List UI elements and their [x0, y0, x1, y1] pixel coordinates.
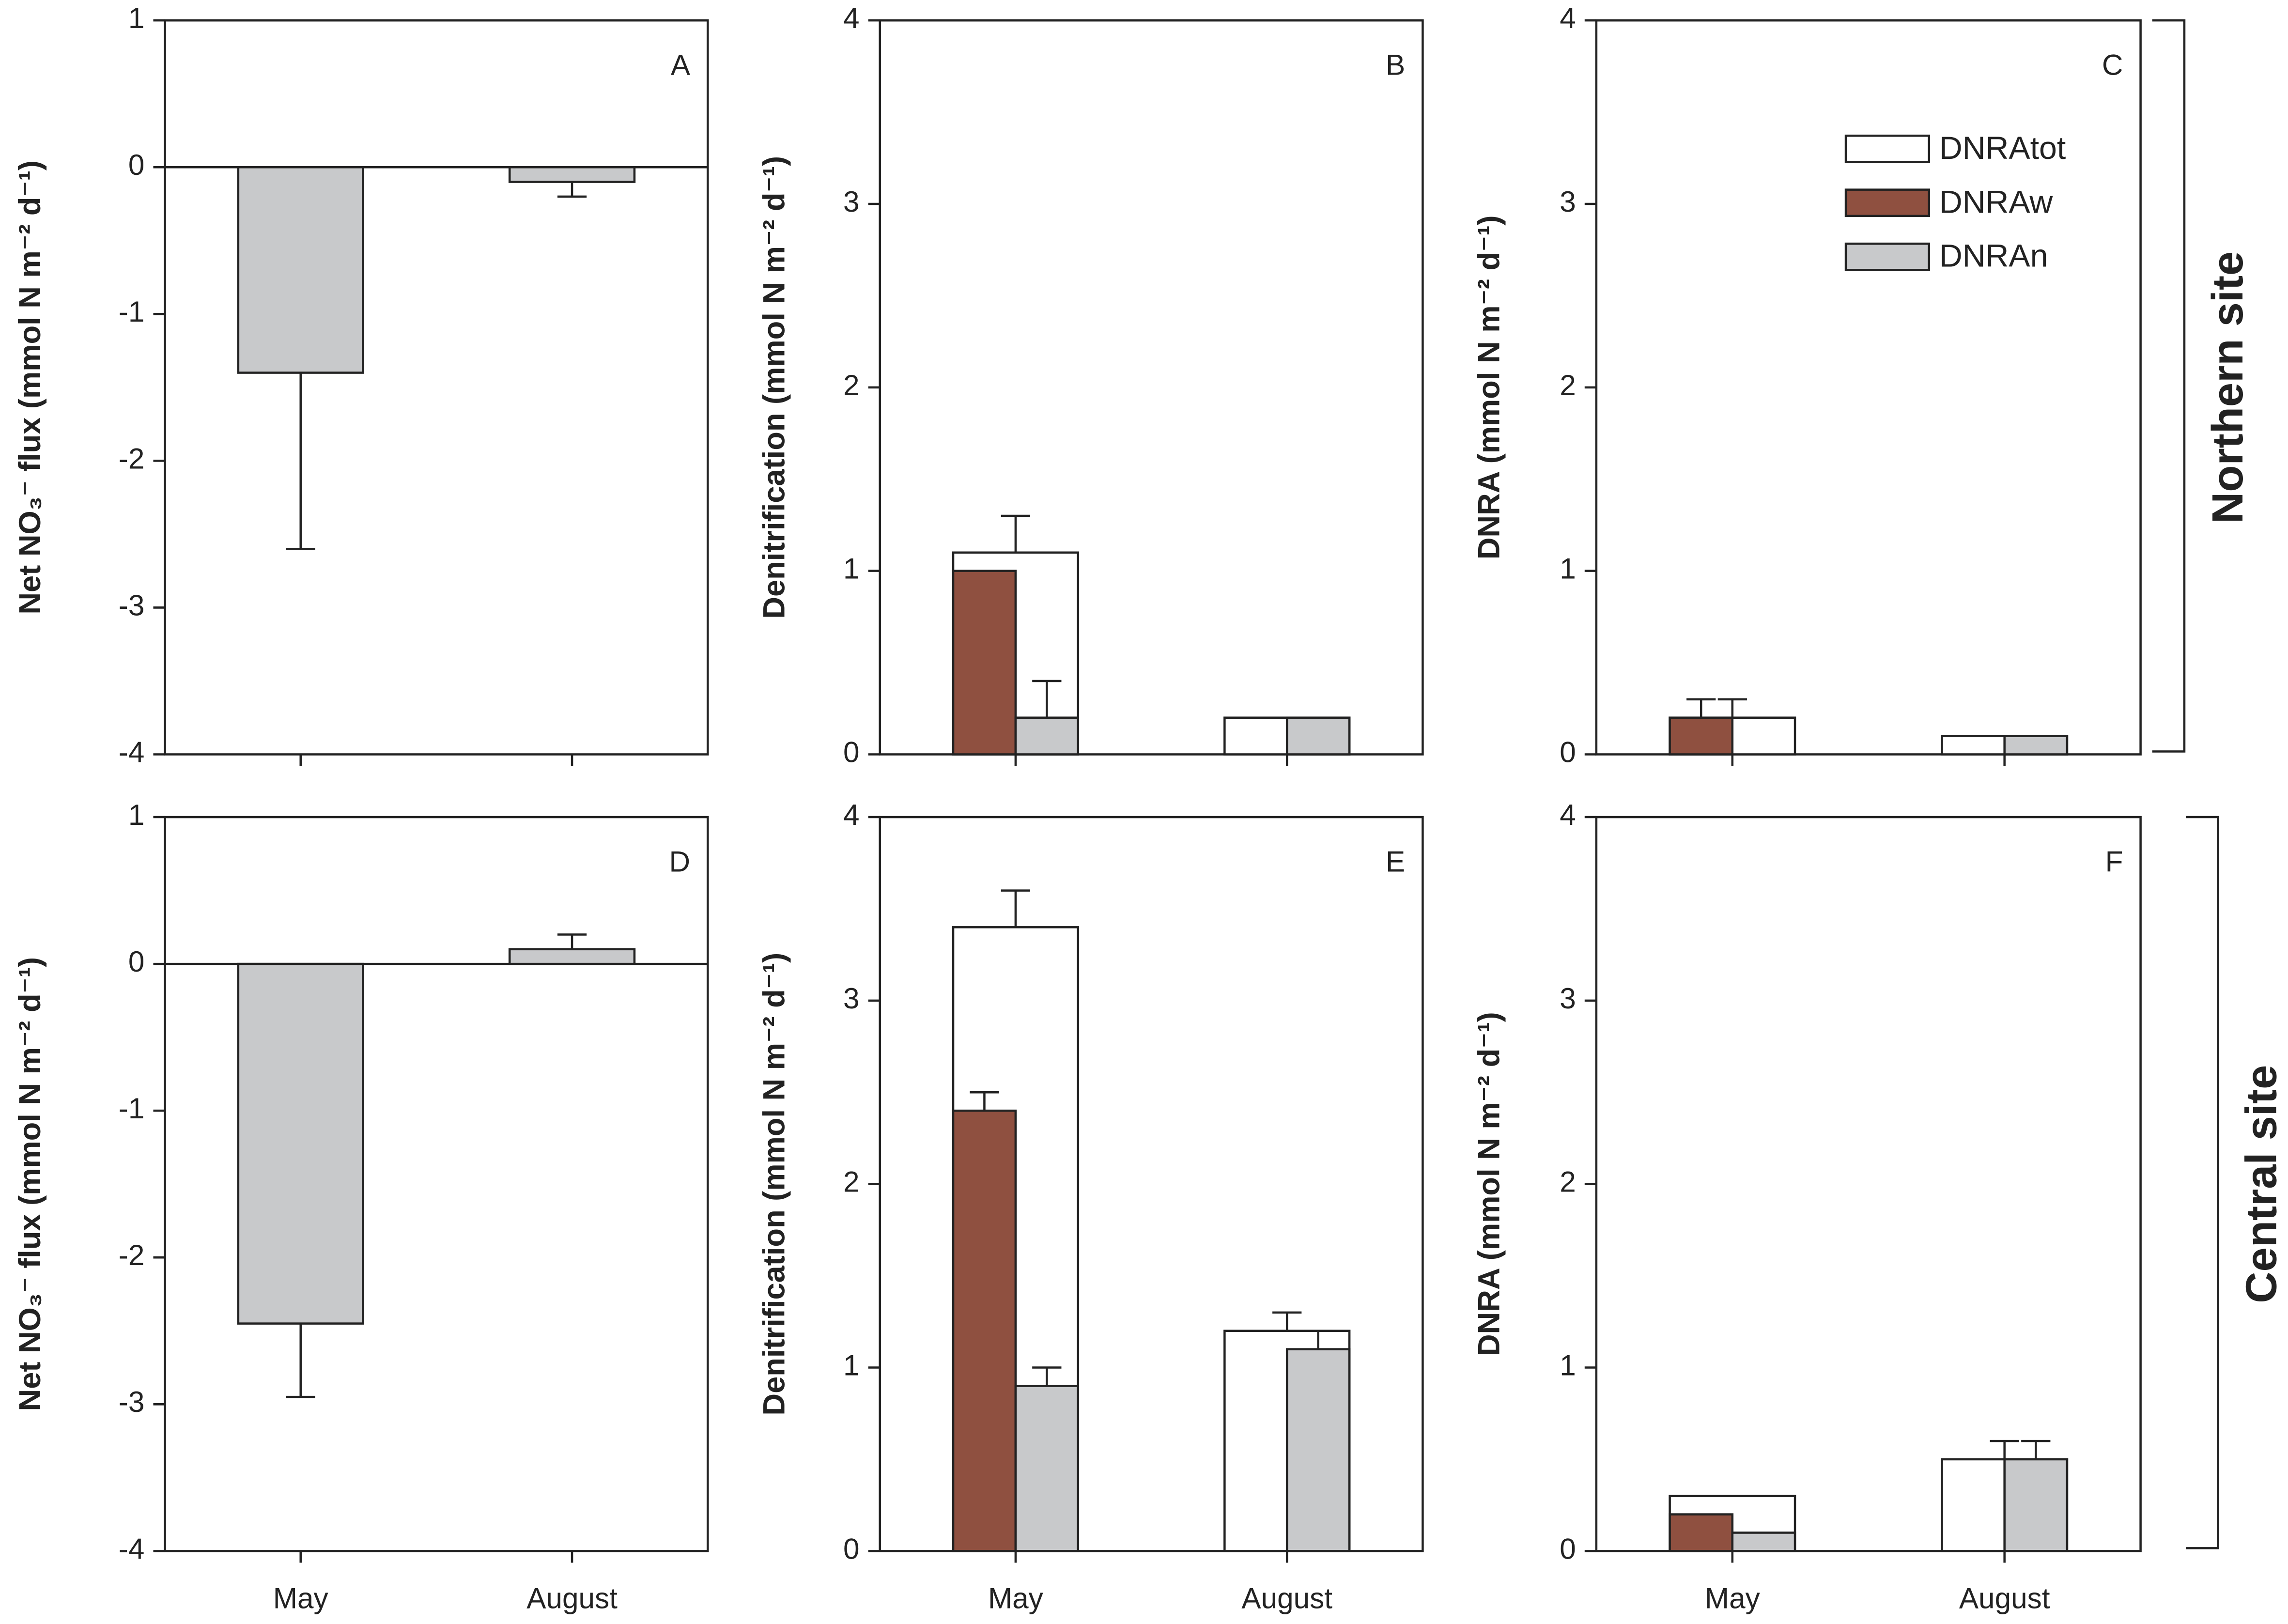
y-tick-label: -1 — [119, 1092, 145, 1125]
x-tick-label: August — [1241, 1582, 1332, 1615]
error-bar — [286, 372, 315, 550]
panel-letter: E — [1386, 845, 1405, 878]
bar — [1014, 1385, 1080, 1552]
y-tick-label: 2 — [843, 369, 860, 402]
legend-label: DNRAw — [1939, 184, 2054, 220]
bar — [952, 1109, 1017, 1552]
y-tick-label: 0 — [843, 1532, 860, 1565]
error-bar — [1032, 680, 1062, 718]
error-bar — [286, 1323, 315, 1398]
bar — [952, 570, 1017, 756]
y-tick-label: 2 — [843, 1165, 860, 1198]
site-bracket — [2185, 816, 2219, 1549]
y-tick-label: 0 — [1560, 735, 1576, 768]
y-axis-label: Denitrification (mmol N m⁻² d⁻¹) — [758, 953, 791, 1416]
plot-frame — [164, 19, 709, 756]
y-axis-label: Net NO₃⁻ flux (mmol N m⁻² d⁻¹) — [13, 160, 47, 615]
y-tick-label: 4 — [843, 798, 860, 831]
y-tick-label: -2 — [119, 1238, 145, 1271]
y-tick-label: -2 — [119, 442, 145, 475]
bar — [237, 962, 364, 1325]
bar — [508, 948, 636, 965]
y-tick-label: 3 — [843, 982, 860, 1015]
y-tick-label: 2 — [1560, 1165, 1576, 1198]
error-bar — [1272, 1311, 1302, 1331]
y-tick-label: -4 — [119, 1532, 145, 1565]
plot-frame — [164, 816, 709, 1552]
x-tick-label: August — [526, 1582, 618, 1615]
error-bar — [2021, 1439, 2051, 1459]
legend-swatch — [1844, 188, 1931, 217]
x-tick-label: May — [1705, 1582, 1760, 1615]
bar — [1731, 1531, 1796, 1552]
error-bar — [1032, 1366, 1062, 1386]
y-tick-label: -1 — [119, 295, 145, 328]
y-tick-label: 1 — [843, 552, 860, 585]
y-tick-label: -3 — [119, 1385, 145, 1418]
y-axis-label: Denitrification (mmol N m⁻² d⁻¹) — [758, 156, 791, 619]
site-label: Northern site — [2203, 251, 2252, 524]
error-bar — [1686, 698, 1716, 718]
y-tick-label: -4 — [119, 735, 145, 768]
error-bar — [1717, 698, 1747, 718]
plot-frame — [1595, 816, 2142, 1552]
bar — [2003, 1458, 2069, 1552]
y-tick-label: 0 — [1560, 1532, 1576, 1565]
y-tick-label: 1 — [1560, 552, 1576, 585]
y-tick-label: 1 — [128, 798, 145, 831]
bar — [1669, 1513, 1734, 1552]
y-tick-label: 1 — [128, 1, 145, 34]
y-tick-label: 0 — [128, 945, 145, 978]
legend-label: DNRAtot — [1939, 130, 2066, 166]
error-bar — [557, 933, 587, 949]
x-tick-label: May — [988, 1582, 1043, 1615]
y-tick-label: 4 — [843, 1, 860, 34]
y-tick-label: 0 — [128, 148, 145, 181]
error-bar — [1001, 889, 1031, 928]
panel-letter: A — [671, 48, 691, 81]
y-tick-label: 1 — [1560, 1348, 1576, 1381]
y-tick-label: 2 — [1560, 369, 1576, 402]
y-axis-label: DNRA (mmol N m⁻² d⁻¹) — [1472, 1012, 1506, 1356]
panel-letter: C — [2102, 48, 2123, 81]
y-tick-label: 3 — [1560, 185, 1576, 218]
y-tick-label: 3 — [843, 185, 860, 218]
y-tick-label: 4 — [1560, 798, 1576, 831]
error-bar — [1990, 1439, 2019, 1459]
bar — [508, 166, 636, 183]
bar — [237, 166, 364, 374]
bar — [1285, 716, 1351, 756]
bar — [1285, 1348, 1351, 1552]
error-bar — [970, 1091, 999, 1111]
bar — [1014, 716, 1080, 756]
error-bar — [557, 182, 587, 198]
y-tick-label: 4 — [1560, 1, 1576, 34]
error-bar — [1001, 514, 1031, 553]
panel-letter: B — [1386, 48, 1405, 81]
panel-letter: F — [2105, 845, 2123, 878]
legend-swatch — [1844, 134, 1931, 163]
error-bar — [1303, 1330, 1333, 1349]
y-tick-label: 0 — [843, 735, 860, 768]
site-bracket — [2152, 19, 2186, 753]
y-tick-label: -3 — [119, 588, 145, 621]
legend-label: DNRAn — [1939, 238, 2048, 274]
x-tick-label: May — [273, 1582, 328, 1615]
y-tick-label: 1 — [843, 1348, 860, 1381]
y-tick-label: 3 — [1560, 982, 1576, 1015]
panel-letter: D — [669, 845, 691, 878]
bar — [1669, 716, 1734, 756]
y-axis-label: DNRA (mmol N m⁻² d⁻¹) — [1472, 215, 1506, 559]
legend-swatch — [1844, 242, 1931, 271]
bar — [2003, 735, 2069, 756]
y-axis-label: Net NO₃⁻ flux (mmol N m⁻² d⁻¹) — [13, 957, 47, 1411]
site-label: Central site — [2237, 1065, 2286, 1303]
x-tick-label: August — [1959, 1582, 2050, 1615]
